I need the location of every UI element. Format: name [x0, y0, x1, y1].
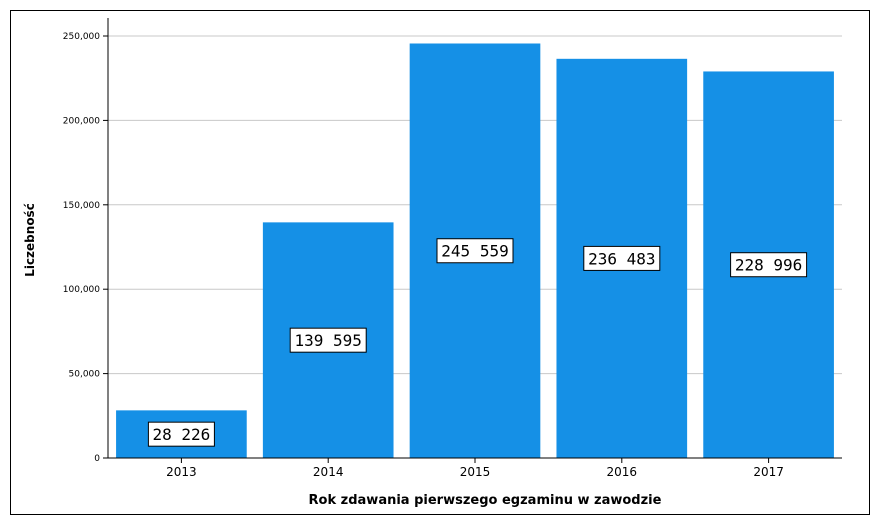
x-tick-label: 2016	[607, 465, 638, 479]
data-label: 228 996	[735, 256, 802, 275]
x-axis: 2013 2014 2015 2016 2017	[108, 457, 842, 479]
data-label-box	[583, 245, 661, 271]
data-label: 236 483	[588, 249, 655, 268]
bars	[116, 43, 834, 459]
data-label-box	[147, 421, 215, 447]
data-label: 28 226	[153, 425, 211, 444]
data-label-box	[730, 252, 808, 278]
data-label: 245 559	[441, 242, 508, 261]
y-axis: 0 50,000 100,000 150,000 200,000 250,000	[63, 18, 109, 464]
y-tick-label: 50,000	[69, 370, 101, 380]
data-label: 139 595	[294, 331, 361, 350]
x-tick-label: 2015	[460, 465, 491, 479]
y-tick-label: 200,000	[63, 116, 100, 126]
x-tick-label: 2013	[166, 465, 197, 479]
x-tick-label: 2017	[753, 465, 784, 479]
x-axis-title: Rok zdawania pierwszego egzaminu w zawod…	[309, 493, 662, 508]
y-tick-label: 0	[94, 454, 100, 464]
x-tick-label: 2014	[313, 465, 344, 479]
data-labels: 28 226 139 595 245 559 236 483 228 996	[147, 238, 808, 447]
data-label-box	[436, 238, 514, 264]
y-axis-title: Liczebność	[23, 203, 37, 277]
y-tick-label: 150,000	[63, 201, 100, 211]
data-label-box	[289, 327, 367, 353]
y-tick-label: 100,000	[63, 285, 100, 295]
y-tick-label: 250,000	[63, 32, 100, 42]
